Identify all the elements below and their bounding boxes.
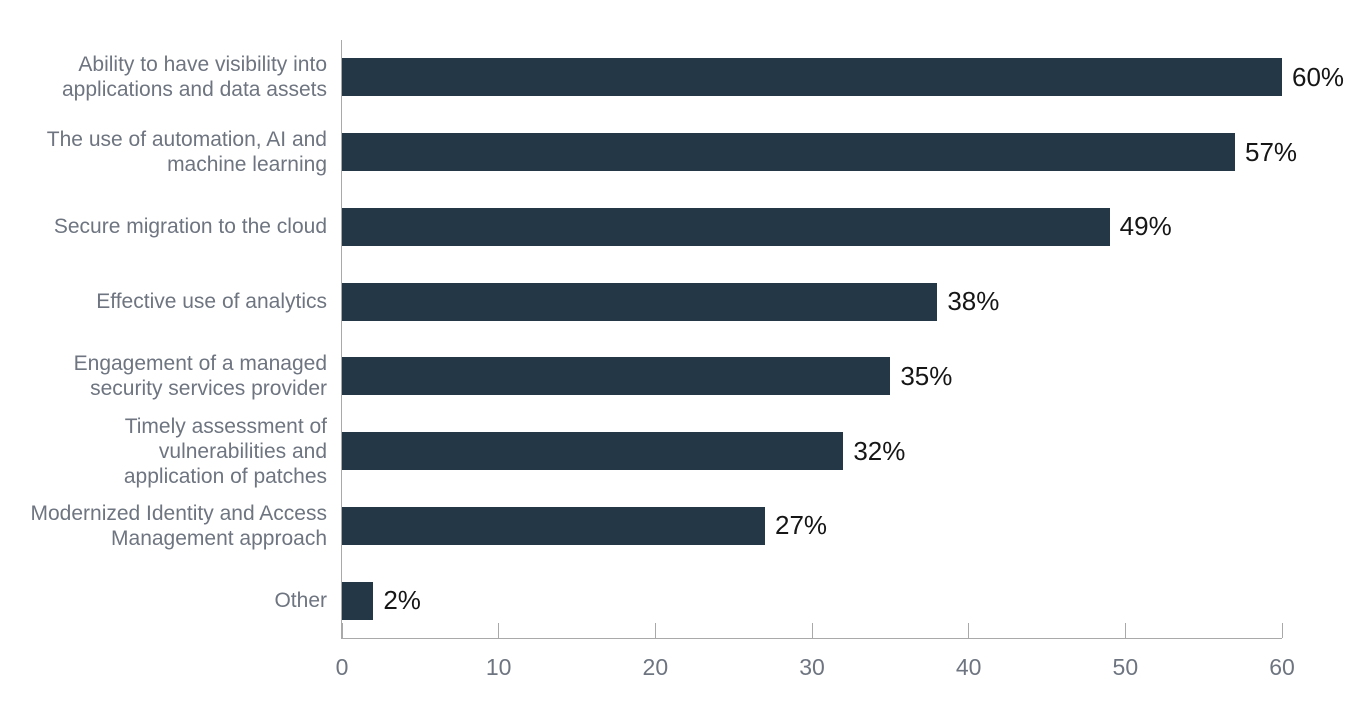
bar-row: 27% [342,489,1282,564]
value-label: 32% [853,435,906,466]
value-label: 27% [775,510,828,541]
value-label: 35% [900,360,953,391]
value-label: 38% [947,286,1000,317]
x-tick-label: 40 [955,654,982,680]
category-label: Other [0,563,327,638]
category-label-text: Modernized Identity and Access Management… [30,501,327,550]
bar [342,58,1282,97]
category-label: Ability to have visibility into applicati… [0,40,327,115]
bar [342,207,1110,246]
category-label-text: Ability to have visibility into applicati… [61,53,327,102]
bar-row: 60% [342,40,1344,115]
bar-row: 2% [342,563,1282,638]
category-label: Timely assessment of vulnerabilities and a… [0,414,327,489]
category-label-text: Timely assessment of vulnerabilities and a… [123,414,327,488]
category-label-text: Secure migration to the cloud [53,215,327,239]
category-labels-column: Ability to have visibility into applicati… [0,40,327,638]
category-label: Secure migration to the cloud [0,189,327,264]
bar-row: 32% [342,414,1282,489]
x-tick-label: 60 [1269,654,1295,680]
value-label: 60% [1292,61,1345,92]
x-tick-label: 30 [799,654,825,680]
x-tick-label: 10 [485,654,512,680]
bar [342,581,374,620]
bar [342,282,938,321]
bar [342,432,844,471]
category-label: Effective use of analytics [0,264,327,339]
x-tick-label: 50 [1112,654,1139,680]
x-tick-label: 20 [642,654,669,680]
value-label: 49% [1119,211,1172,242]
bar [342,357,891,396]
bar-rows: 60% 57% 49% 38% 35% 32% 27% 2% [342,40,1344,638]
category-label-text: The use of automation, AI and machine lea… [46,128,327,177]
bar-row: 38% [342,264,1282,339]
x-tick-label: 0 [335,654,349,680]
plot-area: 60% 57% 49% 38% 35% 32% 27% 2% 0 10 20 30 40 50 60 [336,40,1344,680]
category-label: Engagement of a managed security services… [0,339,327,414]
category-label-text: Engagement of a managed security services… [73,352,327,401]
category-label-text: Effective use of analytics [96,290,327,314]
category-label-text: Other [274,589,327,613]
category-label: The use of automation, AI and machine lea… [0,115,327,190]
bar-row: 35% [342,339,1282,414]
bar [342,133,1235,172]
value-label: 57% [1245,136,1298,167]
value-label: 2% [383,585,421,616]
bar-row: 49% [342,190,1282,265]
category-label: Modernized Identity and Access Management… [0,489,327,564]
bar [342,506,765,545]
bar-row: 57% [342,115,1297,190]
